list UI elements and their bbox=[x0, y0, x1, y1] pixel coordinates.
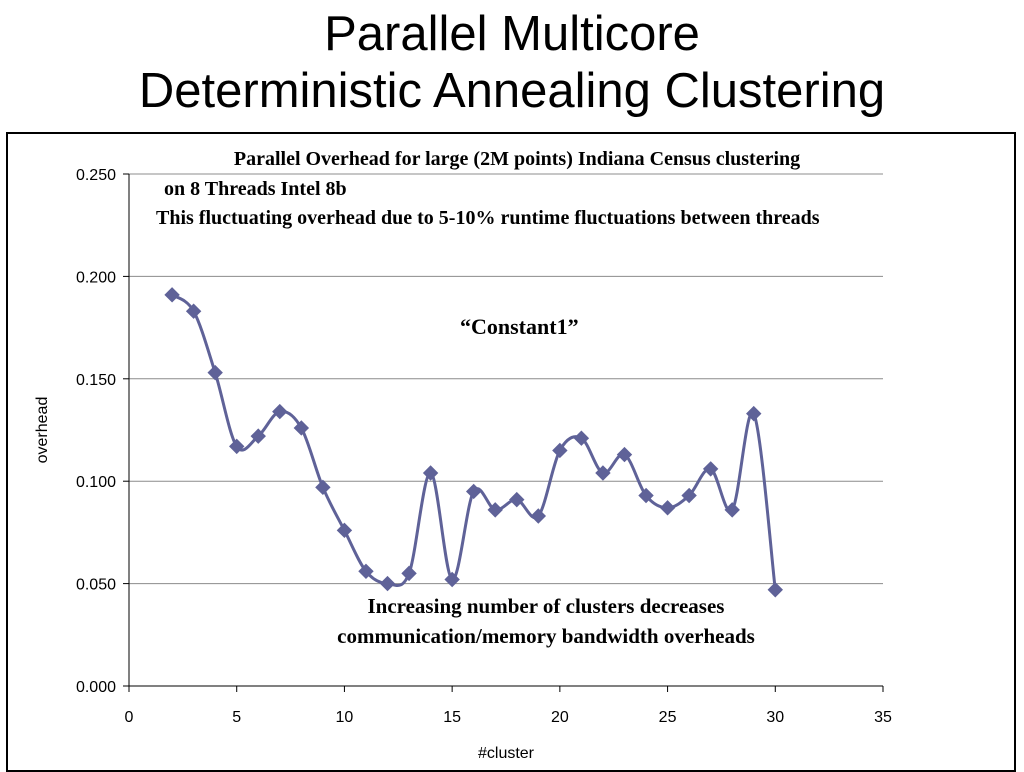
data-point bbox=[444, 571, 460, 588]
data-point bbox=[315, 479, 331, 496]
data-point bbox=[595, 465, 611, 481]
data-point bbox=[164, 287, 180, 303]
data-point bbox=[767, 582, 783, 598]
x-tick-label: 5 bbox=[232, 709, 241, 726]
data-point bbox=[659, 500, 676, 516]
chart-heading-line1: Parallel Overhead for large (2M points) … bbox=[233, 148, 801, 170]
x-tick-label: 20 bbox=[551, 709, 569, 726]
data-point bbox=[185, 303, 202, 319]
data-point bbox=[293, 420, 310, 436]
data-point bbox=[724, 502, 740, 518]
data-point bbox=[616, 446, 633, 463]
fluctuation-note: This fluctuating overhead due to 5-10% r… bbox=[156, 207, 820, 229]
bottom-annotation: Increasing number of clusters decreases … bbox=[246, 591, 846, 651]
chart-heading-line2: on 8 Threads Intel 8b bbox=[164, 178, 347, 200]
data-point bbox=[401, 565, 417, 582]
x-tick-label: 10 bbox=[336, 709, 354, 726]
data-point bbox=[573, 430, 590, 446]
constant-label: “Constant1” bbox=[460, 314, 579, 339]
slide-title-line2: Deterministic Annealing Clustering bbox=[138, 64, 886, 118]
data-point bbox=[702, 461, 719, 477]
data-point bbox=[207, 364, 223, 381]
slide-title: Parallel Multicore Deterministic Anneali… bbox=[0, 6, 1024, 120]
slide-title-line1: Parallel Multicore bbox=[324, 7, 700, 61]
chart-frame bbox=[6, 132, 1016, 772]
data-point bbox=[250, 428, 266, 444]
y-tick-label: 0.050 bbox=[76, 577, 116, 594]
x-tick-label: 25 bbox=[659, 709, 677, 726]
y-tick-label: 0.100 bbox=[76, 474, 116, 491]
y-tick-label: 0.200 bbox=[76, 269, 116, 286]
data-point bbox=[229, 438, 245, 455]
x-axis-label: #cluster bbox=[478, 745, 535, 762]
data-point bbox=[509, 491, 525, 508]
bottom-annotation-line1: Increasing number of clusters decreases bbox=[367, 594, 725, 618]
data-point bbox=[336, 522, 353, 539]
data-point bbox=[465, 483, 482, 500]
data-point bbox=[422, 465, 439, 481]
data-point bbox=[552, 442, 568, 459]
x-tick-label: 0 bbox=[125, 709, 134, 726]
y-tick-label: 0.250 bbox=[76, 167, 116, 184]
data-point bbox=[358, 563, 374, 580]
chart-heading: Parallel Overhead for large (2M points) … bbox=[0, 146, 1024, 172]
data-point bbox=[530, 508, 547, 524]
data-point bbox=[379, 575, 396, 592]
y-axis-label: overhead bbox=[34, 397, 51, 464]
data-point bbox=[681, 487, 697, 504]
data-point bbox=[487, 502, 503, 518]
y-tick-label: 0.150 bbox=[76, 372, 116, 389]
data-point bbox=[746, 405, 762, 422]
y-tick-label: 0.000 bbox=[76, 679, 116, 696]
x-tick-label: 15 bbox=[443, 709, 461, 726]
x-tick-label: 35 bbox=[874, 709, 892, 726]
data-point bbox=[638, 487, 654, 504]
bottom-annotation-line2: communication/memory bandwidth overheads bbox=[337, 624, 755, 648]
data-point bbox=[272, 403, 288, 420]
x-tick-label: 30 bbox=[766, 709, 784, 726]
